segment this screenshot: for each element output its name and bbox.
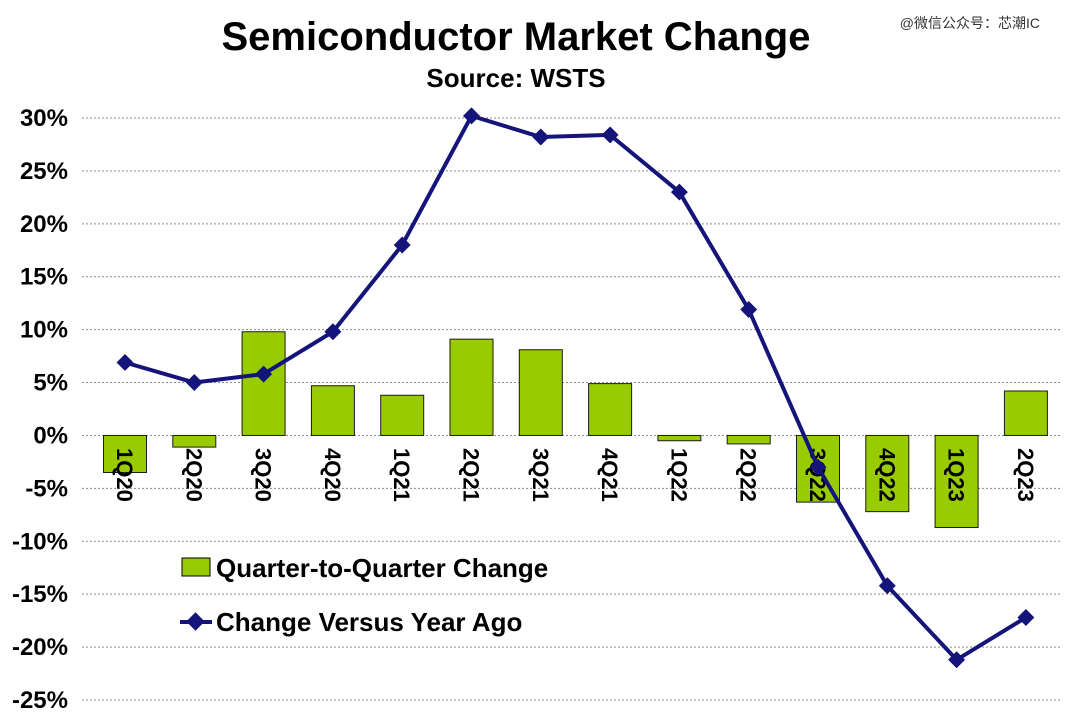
bar — [726, 434, 771, 445]
line-point — [255, 365, 273, 383]
y-tick-label: 5% — [33, 370, 68, 397]
x-tick-label: 2Q23 — [1013, 448, 1038, 502]
bar — [380, 394, 425, 436]
line-point — [532, 128, 550, 146]
x-tick-label: 1Q21 — [389, 448, 414, 502]
x-tick-label: 2Q21 — [459, 448, 484, 502]
chart-title: Semiconductor Market Change — [221, 15, 810, 59]
line-point — [185, 374, 203, 392]
bar-series — [103, 331, 1048, 529]
y-tick-label: -20% — [12, 634, 68, 661]
watermark: @微信公众号：芯潮IC — [900, 15, 1040, 31]
line-point — [878, 577, 896, 595]
x-axis-ticks: 1Q20 2Q20 3Q20 4Q20 1Q21 2Q21 3Q21 4Q21 1Q22 2Q22… — [112, 448, 1038, 502]
y-tick-label: -10% — [12, 528, 68, 555]
y-tick-label: -25% — [12, 687, 68, 714]
x-tick-label: 1Q23 — [944, 448, 969, 502]
y-tick-label: 15% — [20, 264, 68, 291]
line-point — [116, 353, 134, 371]
x-tick-label: 3Q21 — [528, 448, 553, 502]
legend-swatch-bar — [181, 557, 211, 577]
x-tick-label: 3Q20 — [251, 448, 276, 502]
legend-label-bar: Quarter-to-Quarter Change — [216, 553, 548, 583]
x-tick-label: 4Q20 — [320, 448, 345, 502]
y-tick-label: 20% — [20, 211, 68, 238]
bar — [518, 349, 563, 436]
bar — [588, 383, 633, 436]
bar — [449, 338, 494, 436]
bar — [934, 434, 979, 529]
y-tick-label: 0% — [33, 422, 68, 449]
bar — [241, 331, 286, 436]
x-tick-label: 1Q20 — [112, 448, 137, 502]
line-point — [670, 183, 688, 201]
line-point — [463, 107, 480, 125]
chart-subtitle: Source: WSTS — [426, 63, 605, 93]
yoy-line — [124, 113, 1027, 662]
x-tick-label: 4Q22 — [874, 448, 899, 502]
line-point — [393, 236, 411, 254]
bar — [1003, 390, 1048, 436]
line-point — [740, 301, 758, 319]
line-series — [116, 107, 1035, 669]
x-tick-label: 1Q22 — [666, 448, 691, 502]
legend: Quarter-to-Quarter Change Change Versus … — [180, 553, 548, 637]
line-point — [948, 651, 966, 669]
bar — [865, 434, 910, 513]
x-tick-label: 2Q22 — [736, 448, 761, 502]
legend-marker — [186, 612, 205, 631]
y-tick-label: 25% — [20, 158, 68, 185]
y-axis-ticks: 30% 25% 20% 15% 10% 5% 0% -5% -10% -15% -20% -25% — [12, 105, 68, 714]
line-point — [809, 458, 827, 476]
y-tick-label: -15% — [12, 581, 68, 608]
bar — [172, 434, 217, 448]
bar — [657, 434, 702, 442]
legend-label-line: Change Versus Year Ago — [216, 607, 522, 637]
line-point — [601, 126, 619, 144]
bar — [310, 385, 355, 436]
y-tick-label: 10% — [20, 317, 68, 344]
x-tick-label: 4Q21 — [597, 448, 622, 502]
bar — [103, 434, 147, 473]
x-tick-label: 2Q20 — [181, 448, 206, 502]
line-point — [1017, 608, 1035, 626]
line-point — [324, 323, 342, 341]
y-tick-label: -5% — [25, 475, 68, 502]
y-tick-label: 30% — [20, 105, 68, 132]
